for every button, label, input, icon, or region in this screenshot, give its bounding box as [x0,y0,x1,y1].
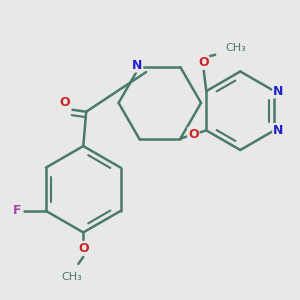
Text: O: O [59,96,70,110]
Text: O: O [78,242,88,255]
Text: N: N [132,59,142,72]
Text: N: N [273,85,284,98]
Text: CH₃: CH₃ [225,43,246,53]
Text: O: O [188,128,199,141]
Text: F: F [13,204,22,218]
Text: N: N [273,124,284,137]
Text: CH₃: CH₃ [61,272,82,282]
Text: O: O [198,56,209,69]
